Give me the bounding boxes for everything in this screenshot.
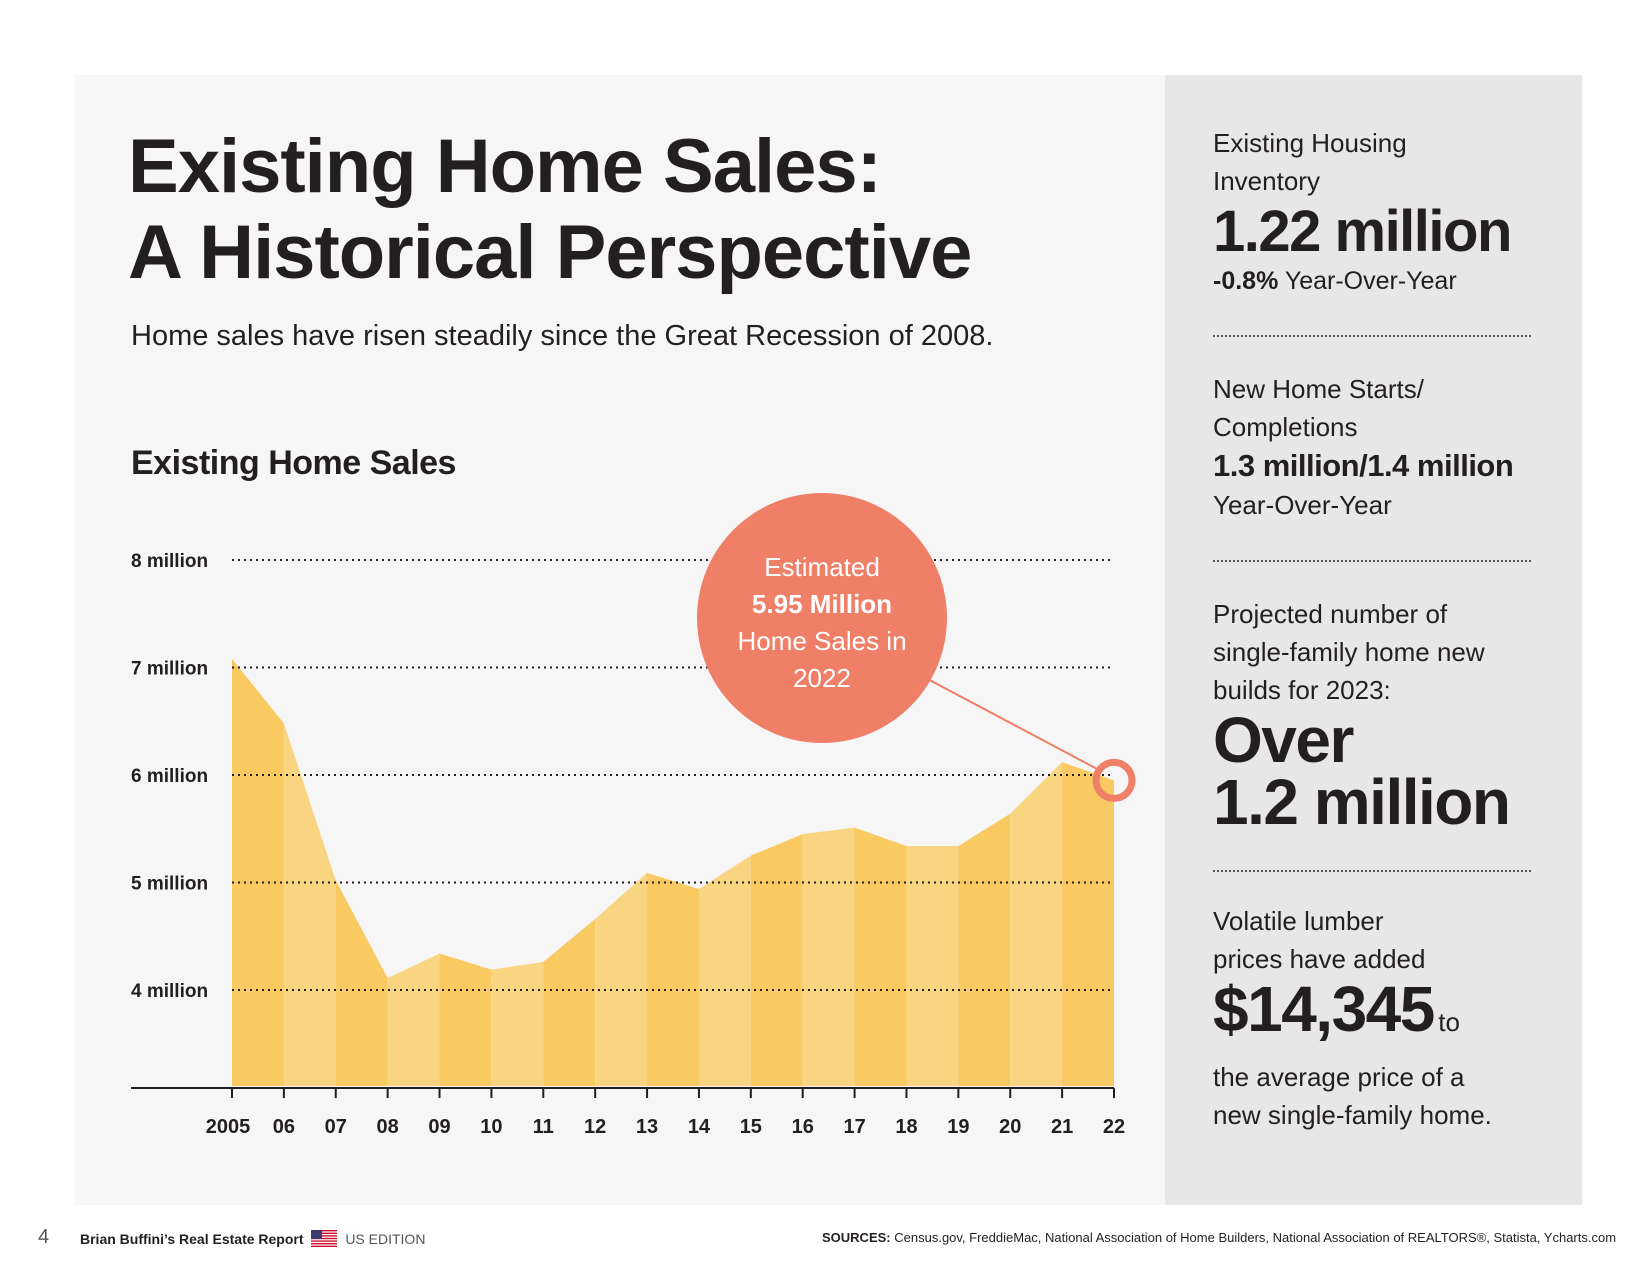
area-segment [958,813,1011,1086]
starts-block: New Home Starts/ Completions 1.3 million… [1213,370,1553,524]
lumber-label-1: Volatile lumber [1213,906,1384,936]
projected-value-2: 1.2 million [1213,766,1511,838]
x-tick-label: 20 [999,1116,1021,1138]
x-tick-label: 12 [584,1116,606,1138]
x-tick-label: 15 [740,1116,762,1138]
y-tick-label: 8 million [131,551,208,572]
lumber-to: to [1438,1007,1460,1037]
edition-label: US EDITION [345,1231,426,1247]
page-title: Existing Home Sales: A Historical Perspe… [128,124,972,296]
callout-text-line-3: Home Sales in [737,626,906,656]
inventory-change-suffix: Year-Over-Year [1284,267,1457,295]
y-tick-label: 6 million [131,766,208,787]
area-segment [647,872,699,1086]
inventory-label-1: Existing Housing [1213,128,1407,158]
starts-suffix: Year-Over-Year [1213,490,1392,520]
area-segment [595,872,648,1086]
projected-label-2: single-family home new [1213,637,1485,667]
divider [1213,560,1531,562]
area-segment [491,962,544,1086]
x-tick-label: 16 [792,1116,814,1138]
projected-label-1: Projected number of [1213,599,1448,629]
callout-text-line-4: 2022 [793,663,851,693]
area-segment [1010,762,1063,1086]
callout-connector [921,675,1097,770]
x-tick-label: 06 [273,1116,295,1138]
area-segment [1062,762,1114,1086]
lumber-block: Volatile lumber prices have added $14,34… [1213,902,1553,1134]
footer-left: Brian Buffini’s Real Estate Report US ED… [80,1230,425,1247]
projected-block: Projected number of single-family home n… [1213,595,1553,838]
area-chart: 8 million 7 million 6 million 5 million 4 mi… [131,493,1136,1138]
area-segment [283,723,336,1086]
sidebar-panel [1165,75,1582,1205]
x-tick-label: 18 [895,1116,917,1138]
title-line-2: A Historical Perspective [128,210,972,295]
x-tick-label: 14 [688,1116,711,1138]
x-tick-label: 13 [636,1116,658,1138]
x-tick-label: 07 [325,1116,347,1138]
area-segment [232,658,284,1086]
lumber-value: $14,345 [1213,973,1435,1045]
y-tick-label: 5 million [131,874,208,895]
inventory-value: 1.22 million [1213,199,1512,264]
x-tick-label: 21 [1051,1116,1073,1138]
area-segment [387,953,440,1086]
y-tick-label: 4 million [131,981,208,1002]
area-segment [906,845,959,1086]
inventory-block: Existing Housing Inventory 1.22 million … [1213,124,1553,298]
x-tick-label: 10 [480,1116,502,1138]
x-tick-label: 11 [533,1116,554,1138]
x-tick-label: 19 [947,1116,969,1138]
inventory-label-2: Inventory [1213,166,1320,196]
area-segment [698,855,751,1086]
x-tick-label: 22 [1103,1116,1125,1138]
area-segment [802,827,855,1086]
lumber-label-2: prices have added [1213,944,1426,974]
report-name: Brian Buffini’s Real Estate Report [80,1231,304,1247]
divider [1213,335,1531,337]
area-segment [335,880,388,1086]
projected-value-1: Over [1213,704,1354,776]
callout-bubble [697,493,947,743]
x-tick-label: 09 [428,1116,450,1138]
area-segment [854,827,907,1086]
callout-text-line-1: Estimated [764,552,880,582]
y-tick-label: 7 million [131,659,208,680]
inventory-change-line: -0.8% Year-Over-Year [1213,264,1553,298]
inventory-change: -0.8% [1213,267,1279,295]
latest-point-marker [1092,758,1136,802]
area-segment [750,834,803,1086]
us-flag-icon [311,1230,338,1247]
area-segment [439,953,492,1086]
sources-label: SOURCES: [822,1230,891,1245]
lumber-label-4: new single-family home. [1213,1100,1492,1130]
area-segment [543,919,596,1086]
footer-sources: SOURCES: Census.gov, FreddieMac, Nationa… [822,1230,1616,1245]
chart-title: Existing Home Sales [131,444,456,482]
starts-label-1: New Home Starts/ [1213,374,1424,404]
callout-text-line-2: 5.95 Million [752,589,892,619]
x-tick-label: 08 [377,1116,399,1138]
sources-text: Census.gov, FreddieMac, National Associa… [894,1230,1617,1245]
lumber-value-line: $14,345 to [1213,977,1553,1058]
starts-label-2: Completions [1213,412,1358,442]
projected-label-3: builds for 2023: [1213,675,1391,705]
starts-value: 1.3 million/1.4 million [1213,448,1514,483]
page-number: 4 [38,1226,50,1248]
x-tick-label: 17 [843,1116,865,1138]
title-line-1: Existing Home Sales: [128,124,882,209]
page-subtitle: Home sales have risen steadily since the… [131,320,994,352]
x-tick-label: 2005 [206,1116,251,1138]
divider [1213,870,1531,872]
lumber-label-3: the average price of a [1213,1062,1465,1092]
